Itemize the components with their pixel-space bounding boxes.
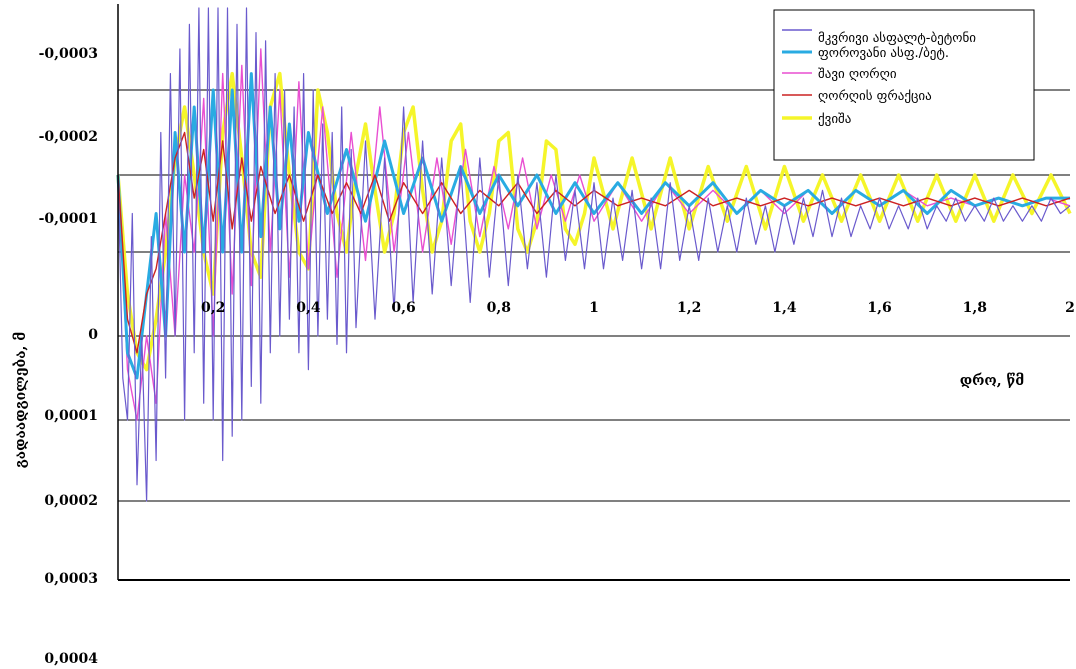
y-tick-label: -0,0002 [39, 129, 98, 145]
x-tick-label: 0,4 [296, 300, 321, 316]
series-line [117, 131, 1071, 354]
y-tick-label: -0,0001 [39, 211, 98, 227]
y-tick-label: 0,0002 [44, 493, 98, 509]
x-tick-label: 1,8 [963, 300, 987, 316]
y-tick-labels: -0,0003 -0,0002 -0,0001 0 0,0001 0,0002 0,0003… [39, 46, 99, 667]
x-tick-label: 2 [1065, 300, 1075, 316]
y-tick-label: 0,0001 [44, 408, 98, 424]
legend-entry: შავი ღორღი [818, 67, 897, 82]
x-tick-label: 0,8 [487, 300, 511, 316]
x-tick-labels: 0,2 0,4 0,6 0,8 1 1,2 1,4 1,6 1,8 2 [201, 300, 1075, 316]
series-layer [116, 7, 1072, 502]
legend-box [773, 9, 1035, 161]
x-tick-label: 1,4 [772, 300, 797, 316]
y-tick-label: 0,0004 [44, 651, 98, 667]
y-axis-label: გადაადგილება, მ [13, 332, 29, 468]
axes [117, 4, 1070, 581]
x-tick-label: 1,2 [677, 300, 701, 316]
series-line [117, 7, 1071, 502]
legend-entry: მკვრივი ასფალტ-ბეტონი [818, 31, 976, 46]
x-tick-label: 1 [589, 300, 599, 316]
x-tick-label: 0,2 [201, 300, 225, 316]
x-tick-label: 1,6 [867, 300, 891, 316]
y-tick-label: 0,0003 [44, 571, 98, 587]
legend-entry: ქვიშა [818, 112, 851, 127]
legend-entry: ღორღის ფრაქცია [818, 89, 932, 104]
legend-entry: ფოროვანი ასფ./ბეტ. [818, 46, 949, 61]
x-tick-label: 0,6 [391, 300, 415, 316]
y-tick-label: -0,0003 [39, 46, 98, 62]
y-tick-label: 0 [88, 327, 98, 343]
x-axis-label: დრო, წმ [960, 373, 1025, 389]
